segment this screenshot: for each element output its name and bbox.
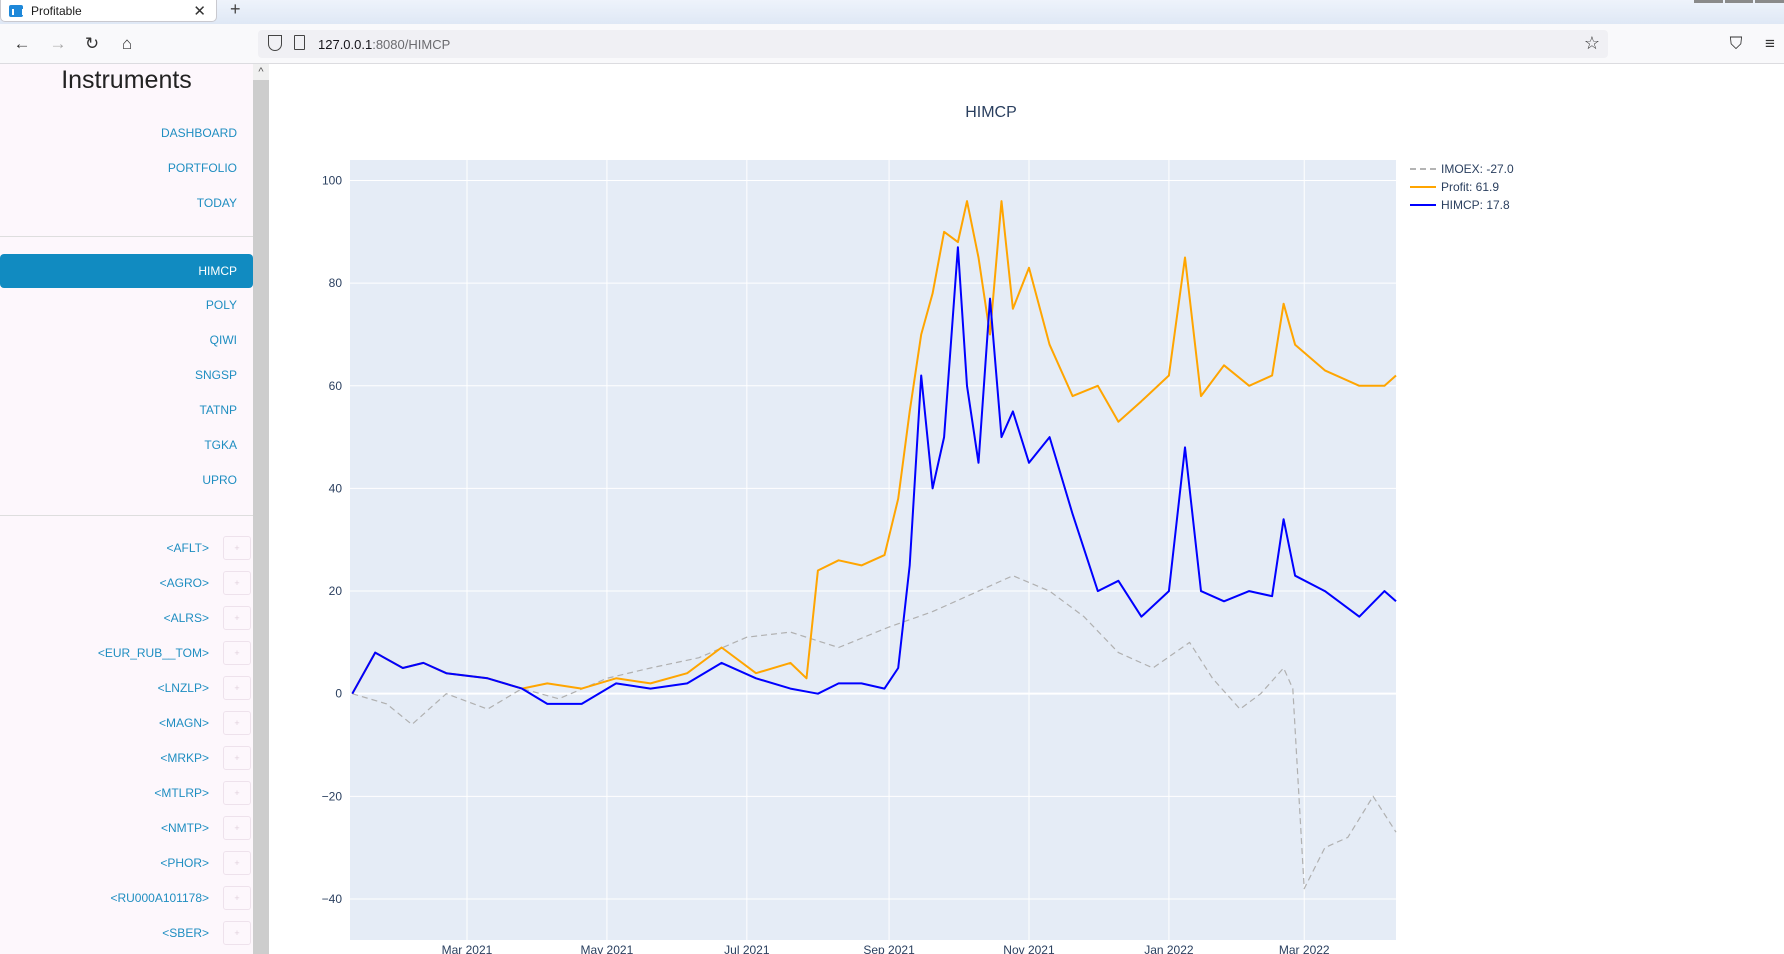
window-controls[interactable] — [1694, 0, 1784, 4]
back-icon[interactable]: ← — [13, 34, 31, 53]
forward-icon[interactable]: → — [49, 34, 67, 53]
x-tick-label: May 2021 — [581, 943, 634, 954]
legend-entry-himcp[interactable]: HIMCP: 17.8 — [1441, 198, 1510, 212]
nav-link-eur-rub-tom[interactable]: <EUR_RUB__TOM> — [97, 646, 209, 660]
nav-link-sber[interactable]: <SBER> — [162, 926, 209, 940]
url-text[interactable]: 127.0.0.1:8080/HIMCP — [318, 37, 450, 52]
x-tick-label: Nov 2021 — [1003, 943, 1055, 954]
nav-link-lnzlp[interactable]: <LNZLP> — [157, 681, 209, 695]
tab-title: Profitable — [31, 3, 82, 18]
mini-button[interactable]: + — [223, 676, 251, 700]
legend[interactable]: IMOEX: -27.0 Profit: 61.9 HIMCP: 17.8 — [1410, 162, 1514, 212]
mini-button[interactable]: + — [223, 851, 251, 875]
x-tick-label: Mar 2021 — [442, 943, 493, 954]
series-lines — [351, 200, 1397, 890]
chart-title: HIMCP — [965, 104, 1017, 121]
y-tick-label: 0 — [335, 687, 342, 701]
url-host: 127.0.0.1 — [318, 37, 373, 52]
mini-button[interactable]: + — [223, 886, 251, 910]
nav-link-portfolio[interactable]: PORTFOLIO — [167, 161, 237, 175]
nav-link-ru000a101178[interactable]: <RU000A101178> — [110, 891, 209, 905]
divider — [0, 515, 253, 516]
scroll-up-icon[interactable]: ^ — [253, 64, 269, 80]
chart-area: HIMCP 100 80 60 40 20 0 −20 −40 Mar 2021 May 2021… — [269, 64, 1784, 954]
page-icon[interactable] — [294, 35, 305, 50]
x-tick-label: Jul 2021 — [724, 943, 770, 954]
legend-entry-profit[interactable]: Profit: 61.9 — [1441, 180, 1499, 194]
home-icon[interactable]: ⌂ — [121, 34, 133, 53]
x-tick-label: Jan 2022 — [1144, 943, 1194, 954]
sidebar-scrollbar[interactable]: ^ — [253, 64, 269, 954]
nav-link-agro[interactable]: <AGRO> — [159, 576, 209, 590]
x-tick-label: Sep 2021 — [863, 943, 915, 954]
nav-link-dashboard[interactable]: DASHBOARD — [160, 126, 237, 140]
sidebar-title: Instruments — [61, 66, 192, 94]
nav-link-magn[interactable]: <MAGN> — [158, 716, 209, 730]
plot-background — [350, 160, 1396, 940]
nav-link-mrkp[interactable]: <MRKP> — [160, 751, 209, 765]
legend-entry-imoex[interactable]: IMOEX: -27.0 — [1441, 162, 1514, 176]
nav-link-today[interactable]: TODAY — [196, 196, 237, 210]
chart-favicon-icon — [9, 4, 24, 17]
y-tick-label: 40 — [329, 481, 343, 495]
url-bar[interactable]: 127.0.0.1:8080/HIMCP ☆ — [258, 30, 1608, 58]
nav-bar: ← → ↻ ⌂ 127.0.0.1:8080/HIMCP ☆ ⛉ ≡ — [0, 24, 1784, 64]
nav-link-upro[interactable]: UPRO — [202, 473, 237, 487]
mini-button[interactable]: + — [223, 781, 251, 805]
nav-link-phor[interactable]: <PHOR> — [160, 856, 209, 870]
series-line-imoex[interactable] — [352, 575, 1397, 890]
nav-link-himcp-active[interactable]: HIMCP — [0, 254, 253, 288]
mini-button[interactable]: + — [223, 816, 251, 840]
mini-button[interactable]: + — [223, 641, 251, 665]
y-tick-label: 20 — [329, 584, 343, 598]
mini-button[interactable]: + — [223, 711, 251, 735]
browser-tab[interactable]: Profitable ✕ — [0, 0, 217, 22]
mini-button[interactable]: + — [223, 536, 251, 560]
mini-button[interactable]: + — [223, 921, 251, 945]
nav-link-tatnp[interactable]: TATNP — [199, 403, 237, 417]
axis-ticks: 100 80 60 40 20 0 −20 −40 Mar 2021 May 2021 Jul 20… — [322, 174, 1330, 954]
y-tick-label: 80 — [329, 276, 343, 290]
reload-icon[interactable]: ↻ — [84, 34, 100, 53]
nav-link-mtlrp[interactable]: <MTLRP> — [154, 786, 209, 800]
y-tick-label: −20 — [322, 789, 343, 803]
y-tick-label: 60 — [329, 379, 343, 393]
series-line-profit[interactable] — [351, 200, 1397, 695]
bookmark-star-icon[interactable]: ☆ — [1583, 33, 1600, 53]
line-chart[interactable]: HIMCP 100 80 60 40 20 0 −20 −40 Mar 2021 May 2021… — [269, 64, 1784, 954]
nav-link-alrs[interactable]: <ALRS> — [163, 611, 209, 625]
new-tab-icon[interactable]: + — [230, 0, 241, 19]
series-line-himcp[interactable] — [351, 246, 1397, 705]
nav-link-nmtp[interactable]: <NMTP> — [160, 821, 209, 835]
pocket-icon[interactable]: ⛉ — [1729, 34, 1743, 53]
shield-icon[interactable] — [268, 35, 282, 51]
mini-button[interactable]: + — [223, 746, 251, 770]
nav-link-aflt[interactable]: <AFLT> — [166, 541, 209, 555]
tab-bar: Profitable ✕ + — [0, 0, 1784, 24]
mini-button[interactable]: + — [223, 571, 251, 595]
menu-icon[interactable]: ≡ — [1765, 34, 1775, 53]
mini-button[interactable]: + — [223, 606, 251, 630]
sidebar: Instruments DASHBOARD PORTFOLIO TODAY HI… — [0, 64, 253, 954]
nav-link-tgka[interactable]: TGKA — [204, 438, 237, 452]
nav-link-qiwi[interactable]: QIWI — [209, 333, 237, 347]
close-icon[interactable]: ✕ — [193, 3, 206, 20]
url-path: :8080/HIMCP — [372, 37, 451, 52]
nav-link-sngsp[interactable]: SNGSP — [194, 368, 237, 382]
y-tick-label: −40 — [322, 892, 343, 906]
nav-link-poly[interactable]: POLY — [205, 298, 237, 312]
y-tick-label: 100 — [322, 174, 342, 188]
grid — [350, 160, 1396, 940]
divider — [0, 236, 253, 237]
x-tick-label: Mar 2022 — [1279, 943, 1330, 954]
